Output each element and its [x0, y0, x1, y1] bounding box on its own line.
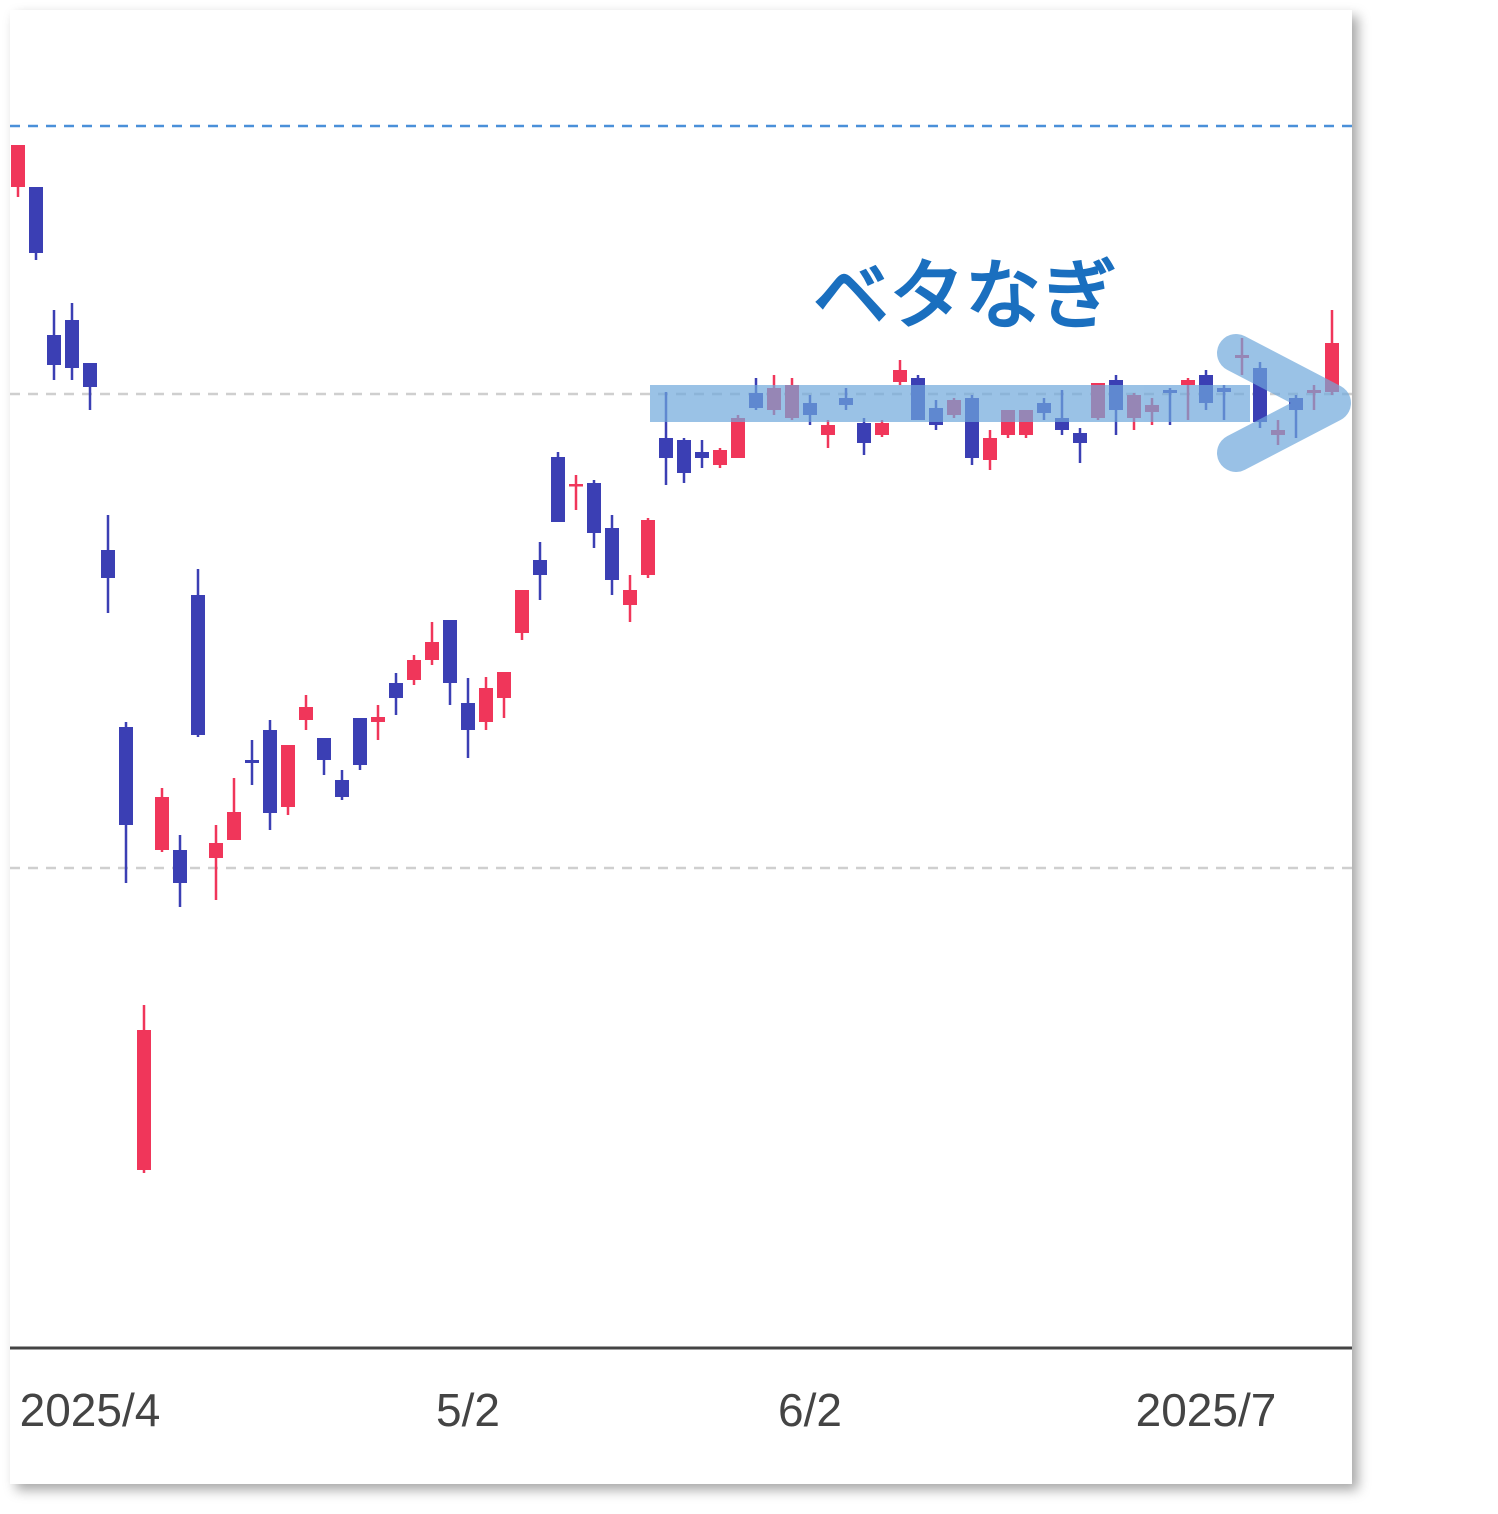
x-tick-label: 2025/7 — [1136, 1384, 1277, 1436]
candle-body — [83, 363, 97, 387]
candle-body — [983, 438, 997, 460]
candle-body — [587, 483, 601, 533]
chart-panel — [10, 10, 1352, 1484]
candle-body — [623, 590, 637, 605]
candle-body — [641, 520, 655, 575]
candle-body — [875, 423, 889, 435]
candle-body — [389, 683, 403, 698]
candle-body — [1181, 380, 1195, 385]
candle-body — [659, 438, 673, 458]
candle-body — [11, 145, 25, 187]
candle-body — [209, 843, 223, 858]
candle-body — [461, 703, 475, 730]
candle-body — [407, 660, 421, 680]
candle-body — [515, 590, 529, 633]
candle-body — [1073, 433, 1087, 443]
candle-body — [479, 688, 493, 722]
candle-body — [371, 717, 385, 722]
candle-body — [443, 620, 457, 683]
candle-body — [713, 450, 727, 465]
candle-body — [317, 738, 331, 760]
candle-body — [191, 595, 205, 735]
candle-body — [569, 484, 583, 487]
candle-body — [47, 335, 61, 365]
candle-body — [893, 370, 907, 382]
candle-body — [335, 780, 349, 797]
flat-arrow — [650, 334, 1351, 472]
candle-body — [551, 457, 565, 522]
candle-body — [1325, 343, 1339, 392]
x-tick-label: 5/2 — [436, 1384, 500, 1436]
candle-body — [821, 425, 835, 435]
candle-body — [605, 528, 619, 580]
candle-body — [65, 320, 79, 368]
candle-body — [227, 812, 241, 840]
candle-body — [101, 550, 115, 578]
candle-body — [533, 560, 547, 575]
arrow-head — [1217, 334, 1351, 472]
x-tick-label: 6/2 — [778, 1384, 842, 1436]
candle-body — [281, 745, 295, 807]
candle-body — [137, 1030, 151, 1170]
candle-body — [155, 797, 169, 850]
candle-body — [263, 730, 277, 813]
candle-body — [677, 440, 691, 473]
candle-body — [497, 672, 511, 698]
candle-body — [731, 418, 745, 458]
candle-body — [353, 718, 367, 765]
candle-body — [299, 707, 313, 720]
candle-body — [695, 452, 709, 458]
arrow-shaft — [650, 385, 1250, 422]
candle-body — [425, 642, 439, 660]
candle-body — [857, 423, 871, 443]
x-tick-label: 2025/4 — [20, 1384, 161, 1436]
candle-body — [173, 850, 187, 883]
candle-body — [245, 760, 259, 763]
annotation: ベタなぎ — [813, 254, 1117, 339]
candle-body — [29, 187, 43, 253]
candle-body — [119, 727, 133, 825]
